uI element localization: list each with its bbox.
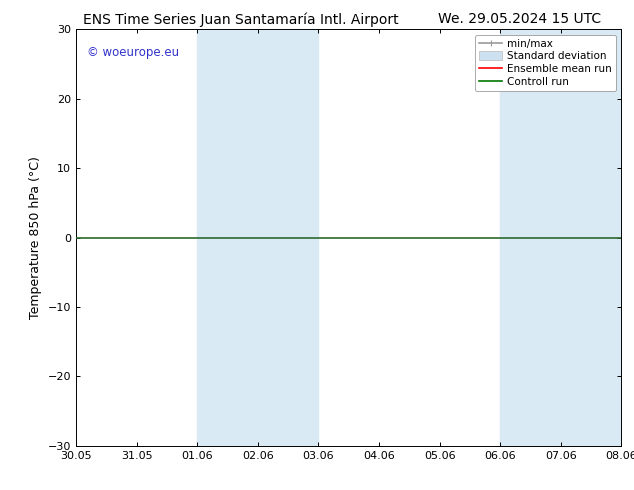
Bar: [500, 29, 621, 446]
Text: ENS Time Series Juan Santamaría Intl. Airport: ENS Time Series Juan Santamaría Intl. Ai…: [83, 12, 399, 27]
Text: We. 29.05.2024 15 UTC: We. 29.05.2024 15 UTC: [438, 12, 602, 26]
Y-axis label: Temperature 850 hPa (°C): Temperature 850 hPa (°C): [29, 156, 42, 319]
Text: © woeurope.eu: © woeurope.eu: [87, 46, 179, 59]
Bar: [197, 29, 318, 446]
Legend: min/max, Standard deviation, Ensemble mean run, Controll run: min/max, Standard deviation, Ensemble me…: [475, 35, 616, 91]
